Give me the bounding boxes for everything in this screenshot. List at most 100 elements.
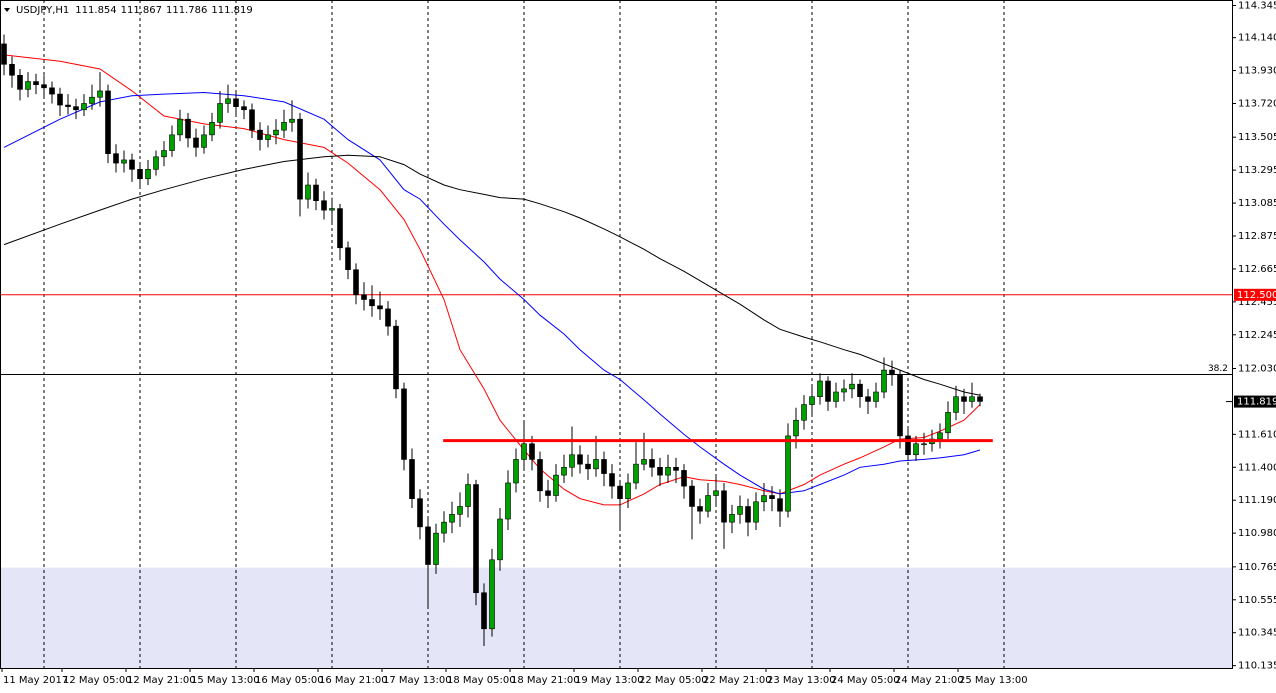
candle-body	[241, 106, 247, 111]
plot-area: 38.2	[0, 0, 1232, 668]
candle-body	[697, 506, 703, 512]
candle-body	[665, 466, 671, 476]
candle-body	[329, 208, 335, 211]
y-tick-label: 112.455	[1238, 297, 1276, 308]
candle-body	[689, 485, 695, 507]
candle-body	[889, 369, 895, 376]
candle-body	[345, 247, 351, 271]
candle-body	[289, 118, 295, 123]
y-tick-label: 112.875	[1238, 231, 1276, 242]
candle-body	[113, 153, 119, 164]
candle-body	[673, 466, 679, 471]
y-tick-label: 113.505	[1238, 132, 1276, 143]
candle-body	[121, 159, 127, 164]
candle-body	[257, 129, 263, 140]
x-tick-label: 22 May 05:00	[639, 675, 708, 686]
x-tick-label: 22 May 21:00	[703, 675, 772, 686]
candle-body	[81, 103, 87, 111]
price-line-label: 112.500	[1237, 290, 1276, 301]
candle-body	[537, 459, 543, 492]
candle-body	[297, 118, 303, 200]
y-tick-label: 110.555	[1238, 595, 1276, 606]
candle-body	[9, 63, 15, 76]
x-tick-label: 16 May 21:00	[319, 675, 388, 686]
candle-body	[129, 159, 135, 170]
candle-body	[369, 299, 375, 307]
candle-body	[449, 514, 455, 523]
x-tick-label: 25 May 13:00	[959, 675, 1028, 686]
menu-arrow	[4, 8, 10, 12]
candle-body	[585, 463, 591, 470]
candle-body	[625, 482, 631, 499]
symbol: USDJPY,H1	[16, 5, 69, 16]
candle-body	[193, 137, 199, 148]
candle-body	[841, 388, 847, 393]
header-value: 111.819	[211, 5, 252, 16]
candle-body	[425, 526, 431, 565]
candle-body	[873, 391, 879, 402]
candle-body	[89, 96, 95, 104]
candle-body	[505, 482, 511, 520]
y-tick-label: 113.720	[1238, 98, 1276, 109]
x-tick-label: 12 May 05:00	[63, 675, 132, 686]
candle-body	[321, 200, 327, 211]
candle-body	[1, 43, 7, 65]
candle-body	[545, 490, 551, 496]
candle-body	[849, 383, 855, 390]
candle-body	[481, 592, 487, 630]
x-tick-label: 16 May 05:00	[255, 675, 324, 686]
y-tick-label: 111.400	[1238, 462, 1276, 473]
candle-body	[777, 498, 783, 512]
candle-body	[185, 118, 191, 139]
candle-body	[977, 396, 983, 402]
y-tick-label: 110.765	[1238, 562, 1276, 573]
candle-body	[273, 129, 279, 136]
x-tick-label: 24 May 21:00	[895, 675, 964, 686]
candle-body	[649, 459, 655, 468]
candle-body	[713, 490, 719, 496]
candle-body	[905, 435, 911, 456]
candle-body	[553, 474, 559, 496]
candle-body	[305, 184, 311, 200]
candle-body	[937, 432, 943, 440]
candle-body	[521, 443, 527, 460]
candle-body	[337, 208, 343, 249]
candle-body	[225, 98, 231, 104]
fibo-label: 38.2	[1208, 364, 1228, 374]
x-tick-label: 12 May 21:00	[127, 675, 196, 686]
candle-body	[969, 396, 975, 402]
candle-body	[657, 466, 663, 476]
candle-body	[177, 118, 183, 136]
candle-body	[793, 419, 799, 437]
candle-body	[577, 454, 583, 465]
candle-body	[561, 466, 567, 476]
candle-body	[881, 369, 887, 393]
x-tick-label: 23 May 13:00	[767, 675, 836, 686]
candle-body	[41, 84, 47, 89]
candle-body	[681, 470, 687, 487]
header-value: 111.786	[166, 5, 207, 16]
last-price-tag	[1234, 395, 1276, 408]
x-tick-label: 19 May 13:00	[575, 675, 644, 686]
candle-body	[33, 81, 39, 85]
candle-body	[809, 396, 815, 405]
y-tick-label: 113.085	[1238, 198, 1276, 209]
last-price-label: 111.819	[1237, 397, 1276, 408]
candle-body	[65, 104, 71, 107]
candle-body	[73, 106, 79, 111]
y-tick-label: 111.610	[1238, 429, 1276, 440]
candle-body	[25, 81, 31, 90]
header-value: 111.867	[121, 5, 162, 16]
candle-body	[377, 305, 383, 310]
candle-body	[137, 169, 143, 180]
candle-body	[865, 396, 871, 402]
y-tick-label: 112.665	[1238, 264, 1276, 275]
candle-body	[913, 443, 919, 456]
candle-body	[169, 134, 175, 151]
candle-body	[217, 103, 223, 123]
y-tick-label: 110.980	[1238, 528, 1276, 539]
candle-body	[489, 559, 495, 630]
candle-body	[249, 109, 255, 131]
candle-body	[921, 443, 927, 446]
